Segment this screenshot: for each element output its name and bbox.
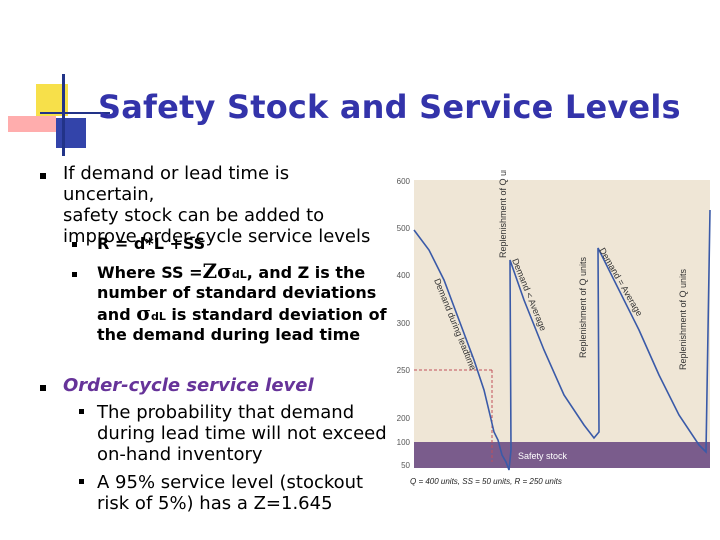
- bullet-1-line-3: improve order-cycle service levels: [63, 226, 371, 247]
- logo-decoration: [0, 0, 110, 160]
- sub-bullet-marker: [72, 242, 77, 247]
- y-tick: 600: [397, 177, 411, 186]
- y-tick: 400: [397, 271, 411, 280]
- formula-reorder-point: R = d*L +SS: [97, 234, 206, 253]
- sub-bullet-marker: [79, 409, 84, 414]
- y-tick: 250: [397, 366, 411, 375]
- y-axis-ticks: 600 500 400 300 250 200 100 50 0: [397, 177, 411, 470]
- label-replenishment-3: Replenishment of Q units: [678, 268, 688, 370]
- bullet-1-text: If demand or lead time is uncertain, saf…: [63, 163, 383, 247]
- service-level-definition: The probability that demand during lead …: [97, 402, 387, 465]
- safety-stock-label: Safety stock: [518, 451, 568, 461]
- sub-bullet-marker: [79, 479, 84, 484]
- safety-stock-definition: Where SS =ZσdL, and Z is the number of s…: [97, 259, 387, 344]
- slide-title: Safety Stock and Service Levels: [98, 88, 681, 126]
- figure-panel: [414, 180, 710, 468]
- bullet-marker: [40, 385, 46, 391]
- label-replenishment-1: Replenishment of Q units: [498, 170, 508, 258]
- label-replenishment-2: Replenishment of Q units: [578, 256, 588, 358]
- y-tick: 300: [397, 319, 411, 328]
- service-level-example: A 95% service level (stockout risk of 5%…: [97, 472, 364, 514]
- y-tick: 100: [397, 438, 411, 447]
- y-tick: 500: [397, 224, 411, 233]
- bullet-1-line-1: If demand or lead time is uncertain,: [63, 163, 290, 205]
- safety-stock-band: [414, 442, 710, 468]
- inventory-level-line: [413, 209, 711, 471]
- bullet-2-heading: Order-cycle service level: [63, 375, 314, 396]
- y-tick: 200: [397, 414, 411, 423]
- inventory-figure: Safety stock 600 500 400 300 250 200 100…: [384, 156, 714, 520]
- sub-bullet-marker: [72, 272, 77, 277]
- figure-caption: Q = 400 units, SS = 50 units, R = 250 un…: [410, 477, 562, 486]
- bullet-marker: [40, 173, 46, 179]
- y-tick: 50: [401, 461, 410, 470]
- bullet-1-line-2: safety stock can be added to: [63, 205, 325, 226]
